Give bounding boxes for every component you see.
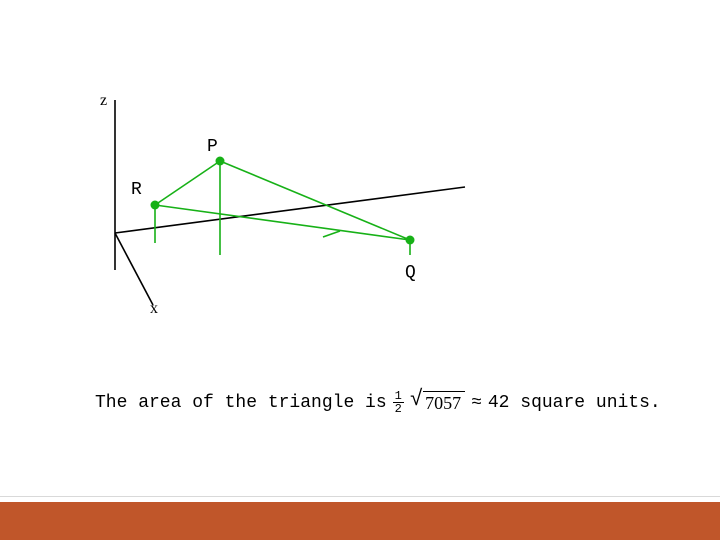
vertex-label-p: P	[207, 137, 218, 157]
answer-prefix: The area of the triangle is	[95, 393, 387, 413]
axis-label-z: z	[100, 92, 107, 110]
vertex-label-q: Q	[405, 263, 416, 283]
vertex-label-r: R	[131, 180, 142, 200]
approx-symbol: ≈	[471, 393, 482, 413]
footer-bar	[0, 502, 720, 540]
answer-value: 42 square units.	[488, 393, 661, 413]
axis-label-x: x	[150, 300, 158, 318]
triangle-diagram	[85, 95, 485, 325]
sqrt-expression: √ 7057	[410, 391, 465, 414]
radical-icon: √	[410, 391, 423, 409]
answer-text: The area of the triangle is 1 2 √ 7057 ≈…	[95, 390, 661, 415]
fraction-half: 1 2	[393, 390, 404, 415]
